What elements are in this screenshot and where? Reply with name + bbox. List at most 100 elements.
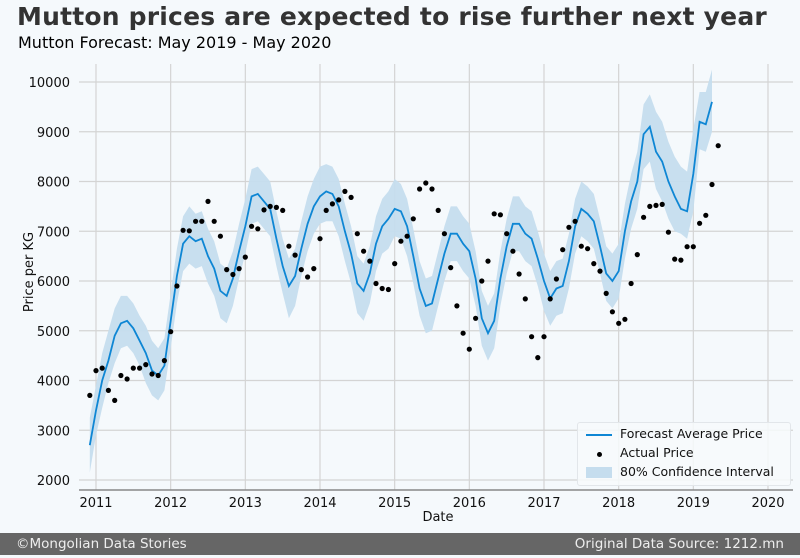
actual-price-point [423,180,429,186]
actual-price-point [149,371,155,377]
actual-price-point [541,334,547,340]
x-tick-label: 2016 [453,496,486,511]
actual-price-point [143,362,149,368]
y-tick-label: 6000 [37,275,70,290]
actual-price-point [398,238,404,244]
actual-price-point [392,261,398,267]
actual-price-point [641,214,647,220]
actual-price-point [522,296,528,302]
actual-price-point [199,218,205,224]
actual-price-point [715,143,721,149]
actual-price-point [585,246,591,252]
legend-label-forecast: Forecast Average Price [620,426,763,441]
forecast-average-line [88,101,713,446]
actual-price-point [348,194,354,200]
x-tick-label: 2012 [154,496,187,511]
actual-price-point [205,198,211,204]
actual-price-point [591,261,597,267]
x-tick-label: 2019 [677,496,710,511]
actual-price-point [516,271,522,277]
actual-price-point [572,218,578,224]
footer-source: Original Data Source: 1212.mn [574,536,784,552]
actual-price-point [124,376,130,382]
actual-price-point [385,286,391,293]
x-tick-label: 2015 [378,496,411,511]
chart-title: Mutton prices are expected to rise furth… [17,2,767,31]
actual-price-point [597,268,603,274]
actual-price-point [292,252,298,258]
actual-price-point [547,296,553,302]
actual-price-point [329,201,335,207]
actual-price-point [105,387,111,393]
y-tick-label: 10000 [29,76,70,91]
actual-price-point [441,231,447,237]
actual-price-point [361,248,367,254]
actual-price-point [429,186,435,192]
actual-price-point [87,392,93,398]
actual-price-point [491,211,497,217]
actual-price-point [267,203,273,209]
actual-price-point [566,224,572,230]
actual-price-point [448,265,454,271]
actual-price-point [342,188,348,194]
axis-labels: 2000 3000 4000 5000 6000 7000 8000 9000 10000 201… [22,76,785,525]
actual-price-point [137,365,143,371]
actual-price-point [180,227,186,233]
actual-price-point [242,254,248,260]
footer-bar: ©Mongolian Data Stories Original Data So… [0,533,800,555]
actual-price-point [168,329,174,335]
actual-price-point [155,372,161,379]
actual-price-point [161,358,167,364]
actual-price-point [659,201,665,207]
actual-price-point [473,315,479,321]
actual-price-point [634,252,640,258]
actual-price-point [454,303,460,309]
actual-price-point [497,212,503,218]
actual-price-point [193,218,199,224]
actual-price-point [367,258,373,264]
y-tick-label: 8000 [37,176,70,191]
actual-price-point [417,186,423,192]
x-tick-label: 2017 [527,496,560,511]
x-tick-label: 2011 [79,496,112,511]
y-axis-title: Price per KG [22,232,37,312]
actual-price-point [609,309,616,315]
chart-subtitle: Mutton Forecast: May 2019 - May 2020 [18,33,332,52]
actual-price-point [578,243,584,249]
legend-label-actual: Actual Price [620,445,694,460]
actual-price-point [404,233,410,239]
forecast-line [88,101,713,446]
actual-price-point [261,207,267,213]
legend-item-forecast: Forecast Average Price [578,426,790,444]
forecast-line-swatch [586,434,612,436]
y-tick-label: 7000 [37,225,70,240]
actual-price-point [529,334,535,340]
chart-svg: 2000 3000 4000 5000 6000 7000 8000 9000 10000 201… [22,64,793,525]
y-tick-label: 4000 [37,375,70,390]
x-tick-label: 2018 [602,496,635,511]
actual-price-point [273,204,279,210]
actual-price-point [118,372,124,379]
actual-price-point [603,290,609,296]
actual-price-point [460,330,466,336]
legend-item-actual: Actual Price [578,445,790,463]
actual-price-point [93,368,99,374]
legend-item-confidence: 80% Confidence Interval [578,464,790,482]
actual-price-point [280,207,286,213]
actual-price-point [217,233,223,239]
x-axis-title: Date [422,510,453,525]
x-tick-label: 2013 [229,496,262,511]
actual-price-point [354,231,360,237]
actual-price-point [298,267,304,273]
actual-price-point [485,258,491,264]
y-tick-label: 9000 [37,126,70,141]
actual-price-point [535,355,541,361]
actual-price-point [211,218,217,224]
actual-price-point [323,207,329,213]
x-tick-label: 2014 [303,496,336,511]
y-tick-label: 3000 [37,424,70,439]
actual-price-point [466,346,472,352]
actual-price-point [373,280,379,287]
actual-points [87,143,721,403]
actual-price-point [255,226,261,232]
